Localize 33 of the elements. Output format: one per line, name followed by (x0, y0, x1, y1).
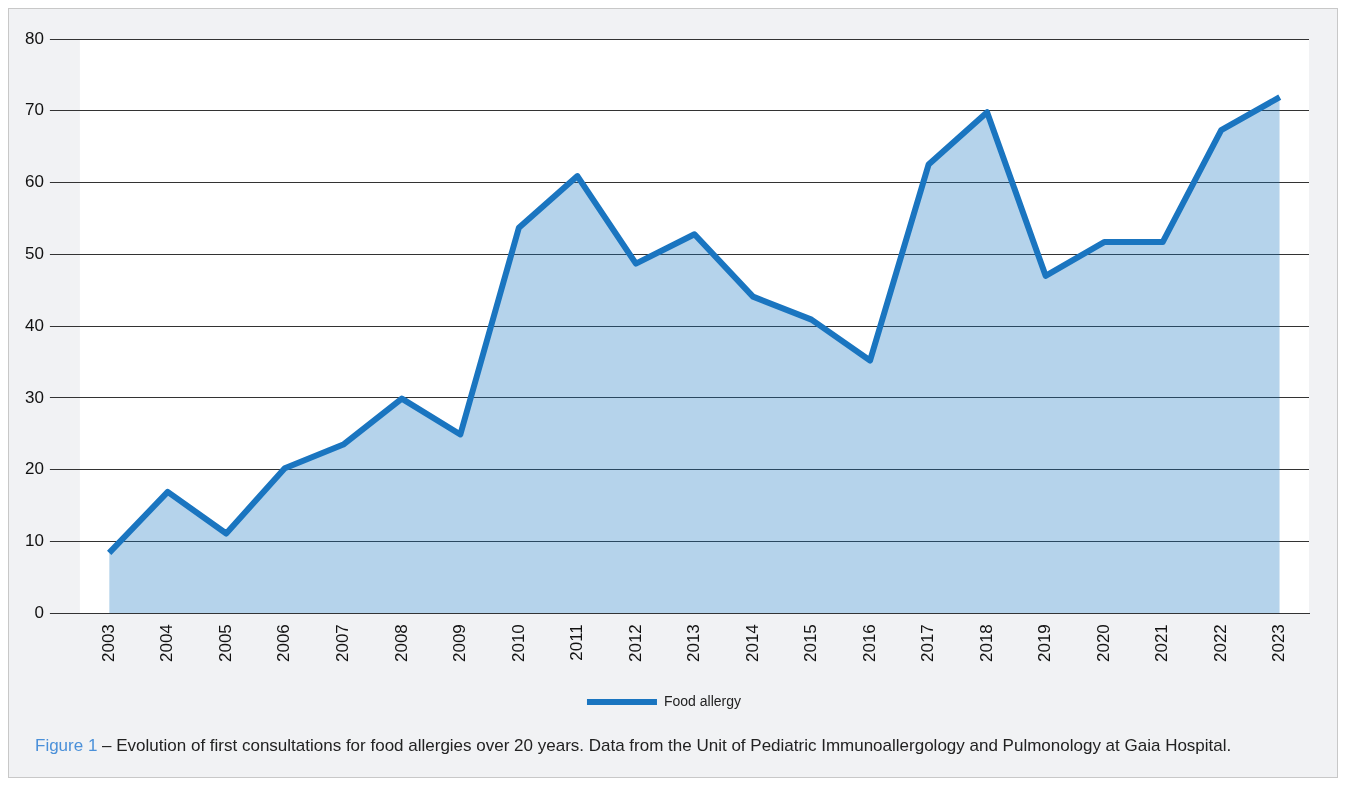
y-tick-label: 50 (24, 244, 44, 264)
legend-label: Food allergy (663, 692, 742, 709)
y-tick-label: 30 (24, 387, 44, 407)
x-tick-label: 2016 (859, 624, 879, 663)
y-tick-label: 80 (24, 28, 44, 48)
x-tick-label: 2005 (215, 624, 235, 663)
x-tick-label: 2017 (918, 624, 938, 663)
caption: Figure 1 (35, 736, 99, 755)
x-tick-label: 2022 (1210, 624, 1230, 663)
y-tick-label: 40 (24, 315, 44, 335)
x-tick-label: 2013 (684, 624, 704, 663)
x-tick-label: 2004 (157, 624, 177, 663)
y-tick-label: 0 (34, 602, 44, 622)
x-tick-label: 2019 (1035, 624, 1055, 663)
x-tick-label: 2011 (567, 624, 587, 661)
x-tick-label: 2021 (1152, 624, 1172, 663)
x-tick-label: 2003 (98, 624, 118, 663)
x-tick-label: 2010 (508, 624, 528, 663)
y-tick-label: 60 (24, 172, 44, 192)
x-tick-label: 2020 (1093, 624, 1113, 663)
x-tick-label: 2014 (742, 624, 762, 663)
x-tick-label: 2009 (450, 624, 470, 663)
x-tick-label: 2015 (801, 624, 821, 663)
text: – Evolution of first consultations for food allergies over 20 years. Data from the Unit of Pediatric Immunoallergology and Pulmonology at Gaia Hospital. (102, 736, 1232, 755)
x-tick-label: 2018 (976, 624, 996, 663)
y-tick-label: 10 (24, 531, 44, 551)
x-tick-label: 2012 (625, 624, 645, 663)
x-tick-label: 2006 (274, 624, 294, 663)
y-tick-label: 70 (24, 100, 44, 120)
x-tick-label: 2007 (332, 624, 352, 663)
x-tick-label: 2008 (391, 624, 411, 663)
y-tick-label: 20 (24, 459, 44, 479)
x-tick-label: 2023 (1269, 624, 1289, 663)
